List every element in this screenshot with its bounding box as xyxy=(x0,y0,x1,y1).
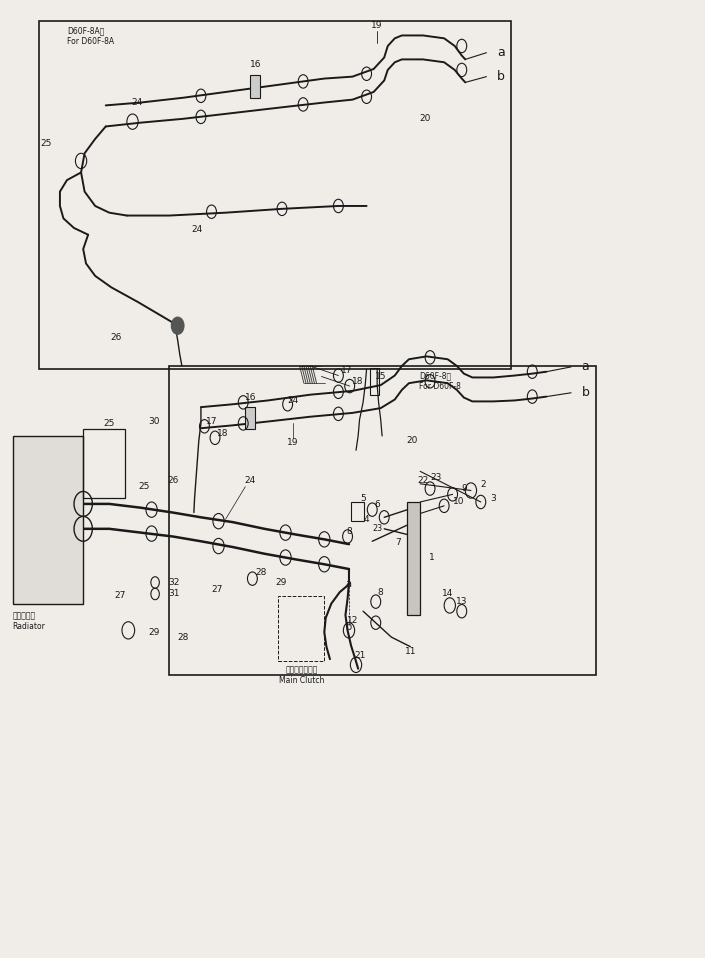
Bar xyxy=(39,21,511,369)
Bar xyxy=(250,75,260,98)
Text: 29: 29 xyxy=(275,578,286,587)
Text: 21: 21 xyxy=(354,650,365,660)
Text: a: a xyxy=(582,360,589,374)
Text: 15: 15 xyxy=(375,372,386,381)
Text: b: b xyxy=(497,70,505,83)
Text: 32: 32 xyxy=(168,578,179,587)
Text: 6: 6 xyxy=(374,500,380,510)
Text: 18: 18 xyxy=(217,428,228,438)
Text: 25: 25 xyxy=(104,419,115,428)
Text: 31: 31 xyxy=(168,589,179,599)
Bar xyxy=(13,436,83,604)
Bar xyxy=(245,407,255,429)
Text: 11: 11 xyxy=(405,647,416,656)
Text: b: b xyxy=(345,623,351,632)
Text: 16: 16 xyxy=(250,59,261,69)
Bar xyxy=(278,596,324,661)
Text: 12: 12 xyxy=(347,616,358,626)
Text: 24: 24 xyxy=(132,98,143,107)
Text: 17: 17 xyxy=(341,366,352,376)
Text: 25: 25 xyxy=(40,139,51,148)
Text: 20: 20 xyxy=(419,114,431,124)
Text: 23: 23 xyxy=(373,524,383,534)
Text: D60F-8A用
For D60F-8A: D60F-8A用 For D60F-8A xyxy=(67,27,114,46)
Text: b: b xyxy=(582,386,589,399)
Text: 28: 28 xyxy=(178,632,189,642)
Text: 24: 24 xyxy=(192,225,203,235)
Text: 25: 25 xyxy=(139,482,150,491)
Text: 27: 27 xyxy=(212,584,223,594)
Text: 8: 8 xyxy=(347,527,352,536)
Text: 10: 10 xyxy=(453,497,464,507)
Text: 24: 24 xyxy=(245,476,256,486)
Text: メインクラッチ
Main Clutch: メインクラッチ Main Clutch xyxy=(279,666,324,685)
Text: 4: 4 xyxy=(364,514,369,524)
Text: 5: 5 xyxy=(360,493,366,503)
Text: 7: 7 xyxy=(396,537,401,547)
Text: 3: 3 xyxy=(490,493,496,503)
Bar xyxy=(83,429,125,498)
Text: 17: 17 xyxy=(206,417,217,426)
Text: ラジエータ
Radiator: ラジエータ Radiator xyxy=(13,611,46,630)
Text: 16: 16 xyxy=(245,393,256,402)
Bar xyxy=(169,366,596,675)
Text: 20: 20 xyxy=(407,436,418,445)
Bar xyxy=(370,368,379,395)
Text: 18: 18 xyxy=(352,376,364,386)
Text: 8: 8 xyxy=(378,587,384,597)
Bar xyxy=(407,502,420,615)
Text: 28: 28 xyxy=(255,568,266,578)
Text: 26: 26 xyxy=(111,332,122,342)
Text: 22: 22 xyxy=(417,476,429,486)
Text: 19: 19 xyxy=(287,438,298,447)
Text: 9: 9 xyxy=(462,484,467,493)
Text: 27: 27 xyxy=(114,591,125,601)
Text: 2: 2 xyxy=(481,480,486,490)
Text: 30: 30 xyxy=(148,417,159,426)
Text: 23: 23 xyxy=(430,472,441,482)
Circle shape xyxy=(171,317,184,334)
Text: 1: 1 xyxy=(429,553,434,562)
Text: 13: 13 xyxy=(456,597,467,606)
Text: 26: 26 xyxy=(167,476,178,486)
Text: 29: 29 xyxy=(148,627,159,637)
Text: a: a xyxy=(497,46,505,59)
Text: a: a xyxy=(345,580,351,589)
Bar xyxy=(351,502,364,521)
Text: 24: 24 xyxy=(287,396,298,405)
Text: D60F-8用
For D60F-8: D60F-8用 For D60F-8 xyxy=(419,372,461,391)
Text: 19: 19 xyxy=(372,21,383,31)
Text: 14: 14 xyxy=(442,589,453,599)
